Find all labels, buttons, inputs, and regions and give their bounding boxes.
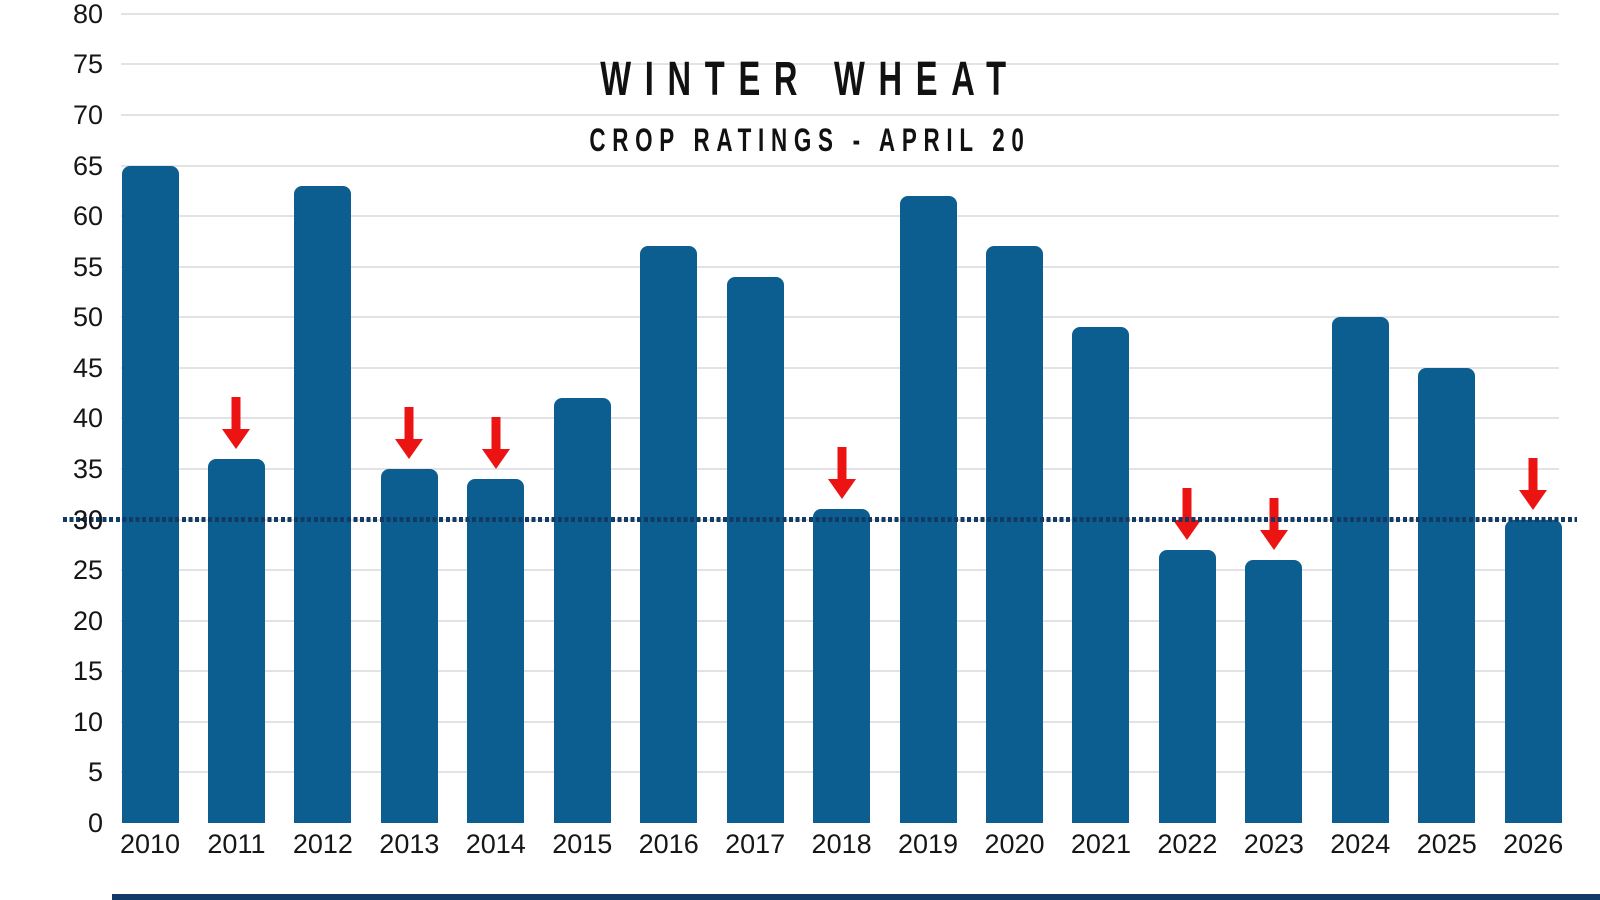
x-axis-label: 2014 bbox=[465, 829, 526, 859]
y-axis-label: 35 bbox=[72, 453, 103, 484]
y-axis-label: 60 bbox=[72, 201, 103, 232]
grid-line bbox=[121, 215, 1559, 218]
bar-2020 bbox=[986, 246, 1043, 823]
y-axis-label: 5 bbox=[87, 757, 103, 788]
x-axis-label: 2023 bbox=[1243, 829, 1304, 859]
y-axis-label: 30 bbox=[72, 504, 103, 535]
down-arrow-head bbox=[481, 449, 510, 470]
down-arrow-head bbox=[1259, 530, 1288, 550]
down-arrow-icon bbox=[395, 406, 424, 459]
y-axis-label: 70 bbox=[72, 99, 103, 130]
bar-2018 bbox=[813, 509, 871, 823]
x-axis-label: 2011 bbox=[207, 829, 266, 859]
x-axis-label: 2019 bbox=[898, 829, 959, 859]
x-axis-label: 2020 bbox=[984, 829, 1045, 859]
bar-2025 bbox=[1418, 367, 1476, 823]
down-arrow-head bbox=[1519, 489, 1548, 510]
y-axis-label: 65 bbox=[72, 150, 103, 181]
grid-line bbox=[121, 164, 1559, 167]
y-axis-label: 80 bbox=[72, 0, 103, 29]
down-arrow-icon bbox=[1519, 457, 1548, 510]
down-arrow-icon bbox=[827, 447, 856, 500]
x-axis-label: 2016 bbox=[638, 829, 699, 859]
down-arrow-shaft bbox=[1182, 487, 1192, 522]
x-axis-label: 2025 bbox=[1416, 829, 1477, 859]
bar-2010 bbox=[121, 165, 179, 823]
down-arrow-shaft bbox=[231, 396, 241, 431]
y-axis-label: 40 bbox=[72, 403, 103, 434]
y-axis-label: 25 bbox=[72, 555, 103, 586]
bar-2022 bbox=[1158, 549, 1216, 823]
bar-2021 bbox=[1072, 327, 1130, 823]
bar-2011 bbox=[207, 458, 265, 823]
x-axis-label: 2021 bbox=[1070, 829, 1131, 859]
bar-2019 bbox=[899, 195, 957, 823]
bottom-accent-line bbox=[112, 894, 1600, 900]
y-axis-label: 45 bbox=[72, 352, 103, 383]
y-axis-label: 55 bbox=[72, 251, 103, 282]
y-axis-label: 10 bbox=[72, 706, 103, 737]
chart-subtitle: CROP RATINGS - APRIL 20 bbox=[589, 122, 1031, 158]
grid-line bbox=[121, 366, 1559, 369]
y-axis-label: 50 bbox=[72, 302, 103, 333]
grid-line bbox=[121, 265, 1559, 268]
grid-line bbox=[121, 417, 1559, 420]
x-axis-label: 2010 bbox=[119, 829, 181, 859]
chart-title: WINTER WHEAT bbox=[600, 53, 1020, 106]
down-arrow-shaft bbox=[837, 447, 847, 482]
y-axis-label: 75 bbox=[72, 49, 103, 80]
down-arrow-icon bbox=[481, 417, 510, 470]
x-axis-label: 2018 bbox=[811, 829, 872, 859]
x-axis-label: 2017 bbox=[725, 829, 786, 859]
bar-2024 bbox=[1331, 317, 1389, 823]
bar-2012 bbox=[294, 185, 352, 823]
reference-dotted-line bbox=[63, 517, 1577, 523]
down-arrow-icon bbox=[1259, 498, 1288, 550]
y-axis-label: 15 bbox=[72, 656, 103, 687]
bar-2016 bbox=[640, 246, 698, 823]
down-arrow-icon bbox=[222, 396, 251, 449]
bar-2026 bbox=[1504, 519, 1562, 823]
down-arrow-shaft bbox=[1269, 498, 1279, 532]
x-axis-label: 2015 bbox=[552, 829, 613, 859]
y-axis-label: 0 bbox=[87, 808, 103, 838]
bar-2014 bbox=[467, 479, 525, 823]
down-arrow-head bbox=[222, 428, 251, 449]
grid-line bbox=[121, 316, 1559, 319]
bar-2013 bbox=[380, 468, 438, 823]
x-axis-label: 2026 bbox=[1503, 829, 1564, 859]
down-arrow-head bbox=[1173, 519, 1202, 540]
y-axis-label: 20 bbox=[72, 605, 103, 636]
x-axis-label: 2012 bbox=[292, 829, 353, 859]
down-arrow-shaft bbox=[1528, 457, 1538, 492]
bar-2023 bbox=[1245, 560, 1303, 823]
down-arrow-head bbox=[395, 438, 424, 459]
grid-line bbox=[121, 113, 1559, 116]
grid-line bbox=[121, 12, 1559, 15]
down-arrow-icon bbox=[1173, 487, 1202, 540]
bar-2015 bbox=[553, 398, 611, 823]
down-arrow-shaft bbox=[404, 406, 414, 441]
x-axis-label: 2024 bbox=[1330, 829, 1391, 859]
grid-line bbox=[121, 63, 1559, 66]
down-arrow-shaft bbox=[491, 417, 501, 452]
down-arrow-head bbox=[827, 479, 856, 500]
x-axis-label: 2022 bbox=[1157, 829, 1218, 859]
x-axis-label: 2013 bbox=[379, 829, 440, 859]
bar-2017 bbox=[726, 276, 784, 823]
